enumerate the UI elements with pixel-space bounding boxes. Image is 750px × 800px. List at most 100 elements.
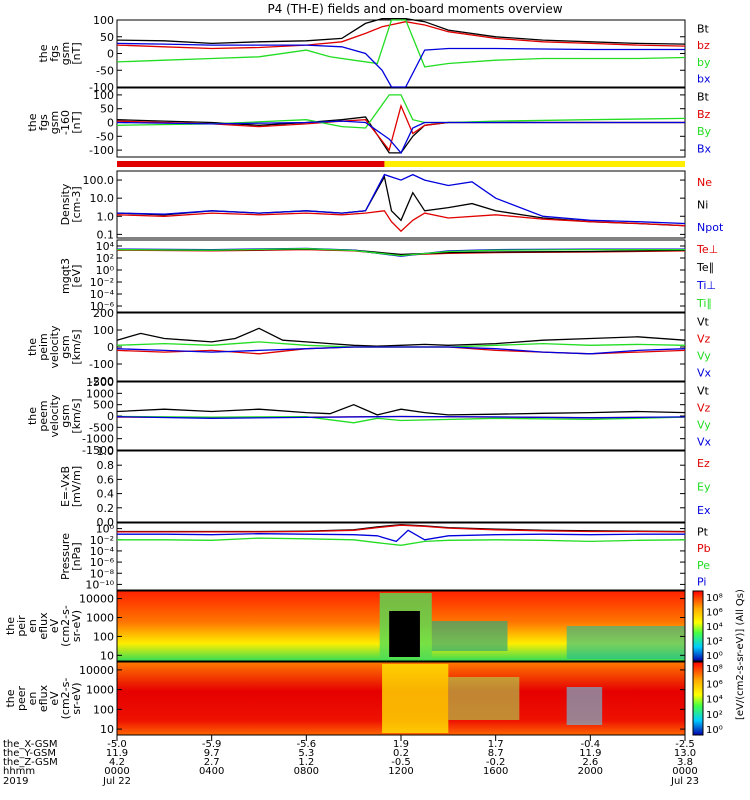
y-axis-label: E=-VxB[mV/m] [59, 466, 83, 507]
y-label-line: peim [37, 333, 50, 361]
y-tick-label: 10⁻⁸ [90, 567, 115, 580]
y-tick-label: 0.1 [97, 228, 115, 241]
x-tick-z: 2.7 [204, 757, 220, 768]
y-tick-label: 1.0 [97, 210, 115, 223]
y-tick-label: -50 [96, 130, 114, 143]
y-tick-label: 0.8 [97, 459, 115, 472]
legend-entry: Vz [697, 333, 711, 346]
spectrogram-region [382, 664, 449, 733]
spectrogram-region [566, 626, 685, 659]
y-tick-label: 1000 [86, 611, 114, 624]
x-tick-hhmm: 2000 [578, 766, 603, 777]
x-row-label: 2019 [3, 776, 28, 787]
y-label-line: the [26, 338, 39, 356]
legend-entry: By [697, 125, 712, 138]
x-tick-x: -2.5 [675, 739, 695, 750]
y-label-line: peir [15, 615, 28, 637]
y-tick-label: 200 [93, 307, 114, 320]
y-tick-label: -100 [89, 144, 114, 157]
legend-entry: Pt [697, 525, 709, 538]
spectrogram-colorbar: 10⁸ 10⁶ 10⁴ 10² 10⁰ 10⁸ 10⁶ 10⁴ 10² 10⁰ [eV/(cm2-s… [692, 589, 746, 736]
spectrogram-region [566, 687, 603, 725]
legend-entry: Ti⊥ [696, 279, 716, 292]
colorbar-tick: 10⁶ [706, 679, 723, 690]
x-tick-hhmm: 0000 [672, 766, 697, 777]
x-tick-z: 2.6 [582, 757, 598, 768]
y-label-line: E=-VxB [59, 466, 72, 507]
legend-entry: Bx [697, 142, 712, 155]
legend-entry: by [697, 56, 711, 69]
x-tick-hhmm: 1600 [483, 766, 508, 777]
series-Vx-line [116, 346, 686, 355]
panel-density: 100.0 10.0 1.0 0.1 Density[cm-3] Ne Ni Npot [59, 170, 724, 241]
panel-frame [116, 522, 686, 591]
legend-entry: Te∥ [696, 261, 714, 274]
y-label-line: [nT] [70, 42, 83, 64]
panel-frame [116, 590, 686, 662]
y-tick-label: 50 [100, 31, 114, 44]
legend-entry: Vy [697, 350, 711, 363]
y-label-line: en [26, 692, 39, 706]
x-tick-y: 11.9 [579, 748, 601, 759]
y-axis-label: Density[cm-3] [59, 183, 83, 225]
series-Pb-line [117, 524, 686, 533]
y-tick-label: 10 [100, 649, 114, 662]
series-bz-line [116, 21, 686, 50]
legend-entry: Ti∥ [696, 297, 712, 310]
y-label-line: Pressure [59, 533, 72, 580]
y-tick-label: 10 [100, 723, 114, 736]
y-label-line: gsm [59, 404, 72, 427]
y-label-line: peem [37, 400, 50, 431]
y-tick-label: 10⁻⁴ [90, 545, 115, 558]
y-label-line: [km/s] [70, 329, 83, 364]
y-tick-label: 1.0 [97, 445, 115, 458]
y-label-line: (cm2-s- [59, 678, 72, 720]
legend-entry: Vx [697, 367, 712, 380]
y-label-line: fgs [48, 45, 61, 62]
x-tick-y: 8.7 [488, 748, 504, 759]
spectrogram-region [389, 611, 420, 657]
panel-frame [116, 19, 686, 88]
panel-frame [116, 170, 686, 239]
y-tick-label: 50 [100, 103, 114, 116]
y-tick-label: 100 [93, 703, 114, 716]
x-tick-hhmm: 0400 [199, 766, 224, 777]
x-tick-y: 5.3 [298, 748, 314, 759]
y-tick-label: 500 [93, 399, 114, 412]
y-tick-label: -50 [96, 64, 114, 77]
y-tick-label: -200 [89, 375, 114, 388]
y-label-line: gsm [59, 42, 72, 65]
y-tick-label: 0 [107, 117, 114, 130]
series-Vy-line [116, 415, 686, 424]
y-tick-label: 100 [93, 14, 114, 27]
y-tick-label: 0.4 [97, 488, 115, 501]
y-tick-label: 0 [107, 410, 114, 423]
series-Pe-line [117, 537, 686, 546]
x-tick-z: -0.2 [486, 757, 506, 768]
series-Bz-line [116, 103, 685, 152]
series-Vy-line [116, 341, 686, 348]
y-tick-label: 0 [107, 341, 114, 354]
legend-entry: Vz [697, 402, 711, 415]
x-tick-x: -5.9 [202, 739, 222, 750]
x-tick-x: -0.4 [581, 739, 601, 750]
series-Ne-line [116, 210, 686, 233]
legend-entry: Vy [697, 419, 711, 432]
colorbar-label: [eV/(cm2-s-sr-eV)] (All Qs) [735, 589, 746, 720]
x-tick-date: Jul 23 [670, 776, 699, 787]
x-tick-date: Jul 22 [102, 776, 131, 787]
y-label-line: the [37, 44, 50, 62]
y-label-line: eflux [37, 684, 50, 712]
y-tick-label: 100 [93, 324, 114, 337]
legend-entry: Bt [697, 22, 710, 35]
series-Npot-line [116, 173, 686, 225]
y-label-line: velocity [48, 394, 61, 437]
x-tick-hhmm: 1200 [388, 766, 413, 777]
series-Bt-line [116, 18, 686, 45]
